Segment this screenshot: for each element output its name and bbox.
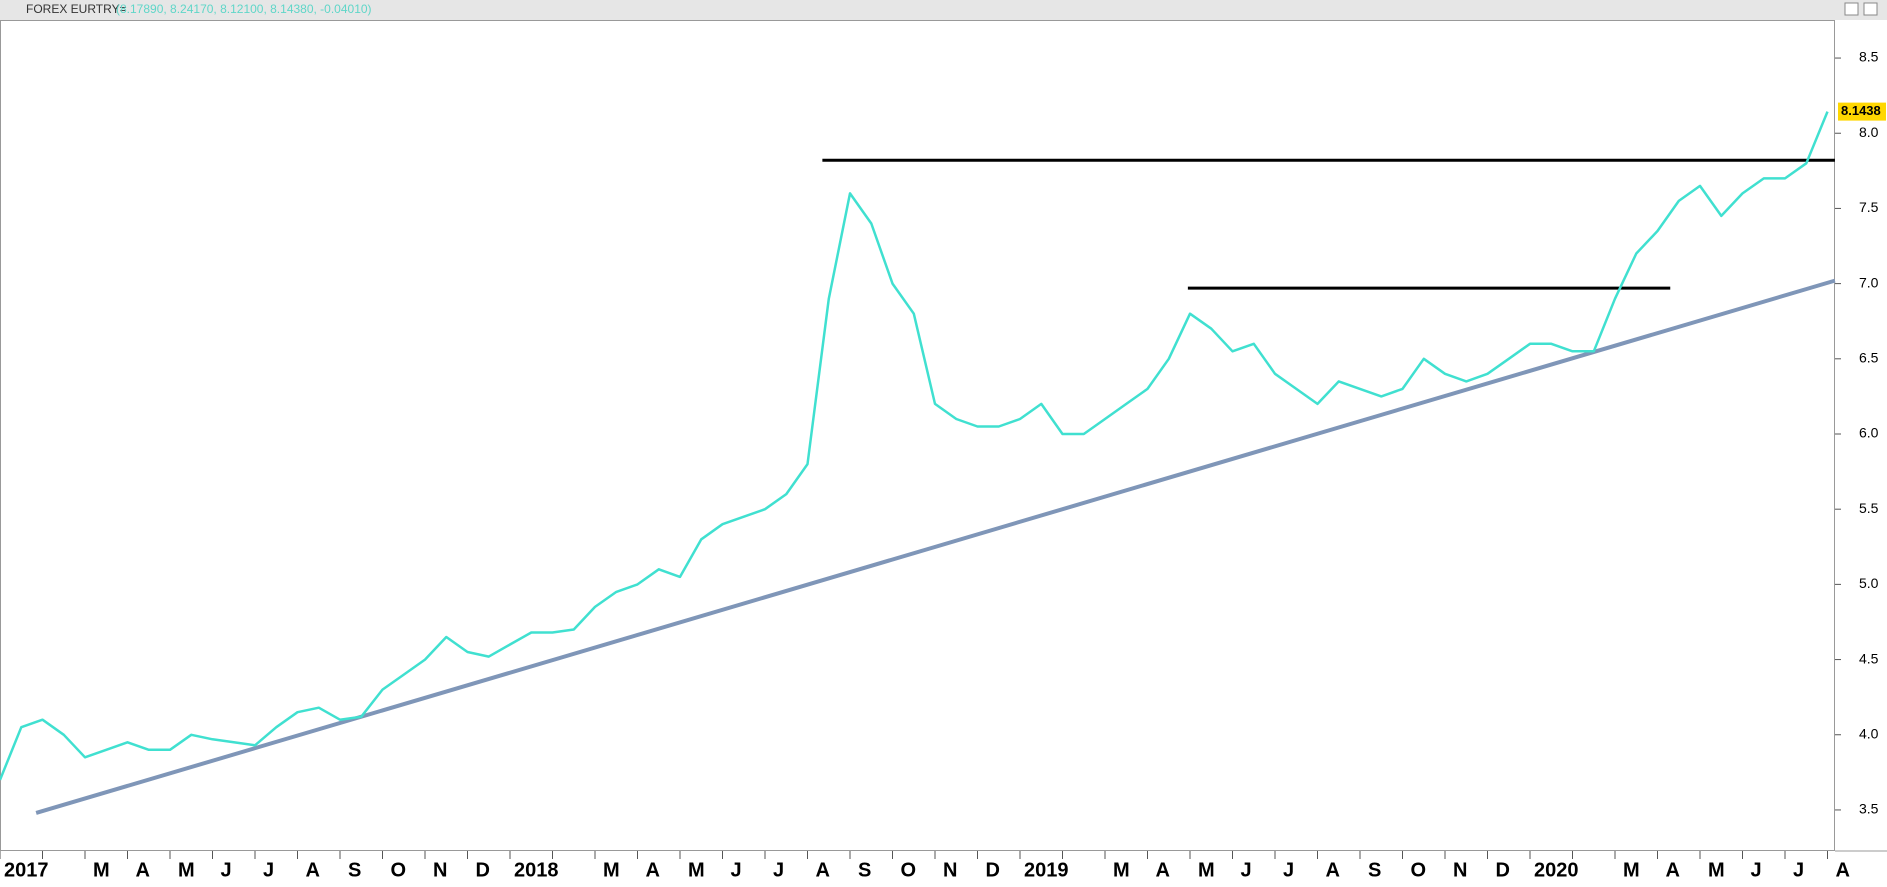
x-tick-label: 2020 — [1534, 859, 1579, 881]
x-tick-label: M — [603, 859, 620, 881]
y-tick-label: 6.0 — [1859, 425, 1879, 441]
x-tick-label: 2018 — [514, 859, 559, 881]
x-tick-label: A — [1326, 859, 1340, 881]
x-tick-label: M — [1198, 859, 1215, 881]
y-tick-label: 7.5 — [1859, 199, 1879, 215]
y-tick-label: 3.5 — [1859, 801, 1879, 817]
x-tick-label: J — [263, 859, 274, 881]
x-tick-label: M — [93, 859, 110, 881]
x-tick-label: J — [221, 859, 232, 881]
x-tick-label: S — [858, 859, 871, 881]
x-tick-label: O — [901, 859, 917, 881]
x-tick-label: J — [1751, 859, 1762, 881]
quote: (8.17890, 8.24170, 8.12100, 8.14380, -0.… — [116, 2, 372, 16]
close-button[interactable] — [1863, 2, 1878, 16]
x-tick-label: J — [1793, 859, 1804, 881]
x-tick-label: N — [943, 859, 957, 881]
x-tick-label: M — [1708, 859, 1725, 881]
x-tick-label: 2017 — [4, 859, 49, 881]
x-tick-label: A — [1666, 859, 1680, 881]
symbol: FOREX EURTRY= — [26, 2, 127, 16]
x-tick-label: M — [688, 859, 705, 881]
x-tick-label: M — [1623, 859, 1640, 881]
x-tick-label: 2019 — [1024, 859, 1069, 881]
x-tick-label: S — [1368, 859, 1381, 881]
x-tick-label: O — [391, 859, 407, 881]
x-tick-label: S — [348, 859, 361, 881]
last-price-label: 8.1438 — [1841, 103, 1881, 118]
x-tick-label: A — [816, 859, 830, 881]
y-tick-label: 8.5 — [1859, 49, 1879, 65]
y-tick-label: 4.5 — [1859, 650, 1879, 666]
trendline — [35, 278, 1836, 815]
y-tick-label: 8.0 — [1859, 124, 1879, 140]
x-tick-label: A — [306, 859, 320, 881]
title-bar — [0, 0, 1887, 20]
x-tick-label: N — [1453, 859, 1467, 881]
x-tick-label: D — [986, 859, 1000, 881]
x-tick-label: O — [1411, 859, 1427, 881]
y-tick-label: 5.0 — [1859, 575, 1879, 591]
y-tick-label: 4.0 — [1859, 725, 1879, 741]
x-tick-label: D — [476, 859, 490, 881]
x-tick-label: M — [1113, 859, 1130, 881]
x-tick-label: A — [136, 859, 150, 881]
x-tick-label: J — [773, 859, 784, 881]
price-line — [0, 111, 1829, 781]
y-tick-label: 5.5 — [1859, 500, 1879, 516]
y-tick-label: 7.0 — [1859, 274, 1879, 290]
x-tick-label: J — [1283, 859, 1294, 881]
x-tick-label: M — [178, 859, 195, 881]
x-tick-label: J — [731, 859, 742, 881]
plot-area — [0, 20, 1835, 851]
restore-button[interactable] — [1844, 2, 1859, 16]
x-tick-label: A — [1156, 859, 1170, 881]
last-price-box — [1838, 102, 1886, 121]
x-tick-label: A — [646, 859, 660, 881]
x-tick-label: J — [1241, 859, 1252, 881]
x-tick-label: N — [433, 859, 447, 881]
x-tick-label: A — [1836, 859, 1850, 881]
x-tick-label: D — [1496, 859, 1510, 881]
y-tick-label: 6.5 — [1859, 350, 1879, 366]
